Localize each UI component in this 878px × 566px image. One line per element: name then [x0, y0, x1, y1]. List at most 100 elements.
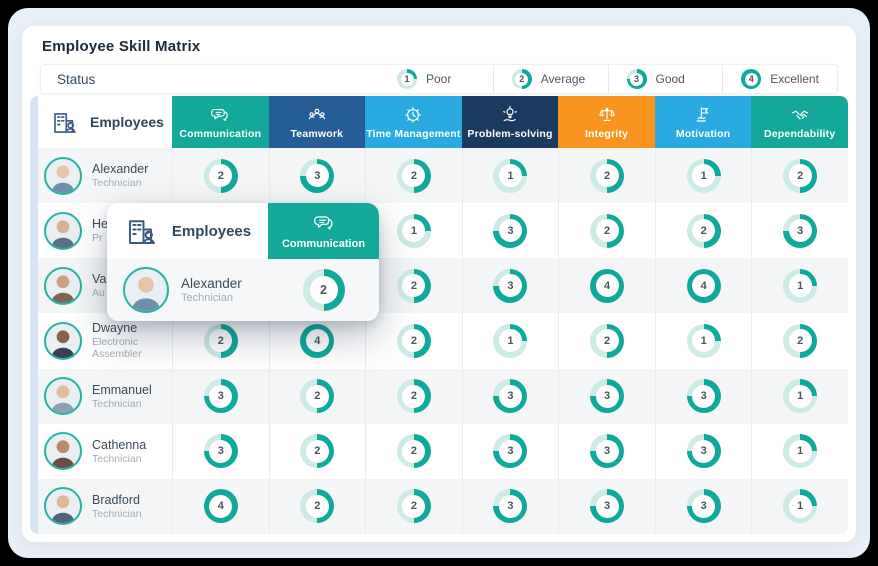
score-cell-he-motivation[interactable]: 2	[654, 203, 752, 259]
score-cell-alexander-communication[interactable]: 2	[172, 148, 269, 204]
column-header-integrity[interactable]: Integrity	[558, 96, 655, 148]
score-cell-emmanuel-teamwork[interactable]: 2	[268, 368, 366, 424]
score-ring: 3	[493, 268, 528, 303]
score-cell-bradford-motivation[interactable]: 3	[654, 478, 752, 534]
score-cell-cathenna-dependability[interactable]: 1	[751, 423, 848, 479]
score-cell-bradford-time-management[interactable]: 2	[365, 478, 462, 534]
score-value: 1	[400, 72, 414, 86]
score-cell-he-dependability[interactable]: 3	[751, 203, 848, 259]
score-cell-va-integrity[interactable]: 4	[558, 258, 655, 314]
score-ring: 1	[783, 268, 818, 303]
score-cell-he-problem-solving[interactable]: 3	[461, 203, 559, 259]
employee-cell-alexander[interactable]: Alexander Technician	[38, 148, 172, 204]
score-value: 1	[498, 164, 522, 188]
score-ring: 2	[511, 69, 532, 89]
score-ring: 3	[493, 489, 528, 524]
employee-identity: Emmanuel Technician	[92, 383, 152, 410]
column-header-time-management[interactable]: Time Management	[365, 96, 462, 148]
employees-header: Employees	[38, 96, 172, 148]
score-value: 1	[402, 219, 426, 243]
score-cell-bradford-problem-solving[interactable]: 3	[461, 478, 559, 534]
communication-icon	[210, 105, 230, 125]
score-cell-dwayne-time-management[interactable]: 2	[365, 313, 462, 369]
score-cell-va-problem-solving[interactable]: 3	[461, 258, 559, 314]
score-ring: 1	[493, 158, 528, 193]
score-cell-bradford-teamwork[interactable]: 2	[268, 478, 366, 534]
score-cell-bradford-integrity[interactable]: 3	[558, 478, 655, 534]
employee-name: Dwayne	[92, 321, 138, 336]
communication-icon	[313, 212, 335, 234]
avatar	[44, 487, 82, 526]
employee-cell-emmanuel[interactable]: Emmanuel Technician	[38, 368, 172, 424]
score-cell-cathenna-teamwork[interactable]: 2	[268, 423, 366, 479]
score-cell-alexander-motivation[interactable]: 1	[654, 148, 752, 204]
score-cell-alexander-integrity[interactable]: 2	[558, 148, 655, 204]
score-cell-va-dependability[interactable]: 1	[751, 258, 848, 314]
status-bar: Status 1 Poor 2 Average 3 Good 4 Excellent	[40, 64, 838, 94]
score-ring: 1	[783, 379, 818, 414]
score-cell-dwayne-communication[interactable]: 2	[172, 313, 269, 369]
score-ring: 2	[300, 434, 335, 469]
score-cell-he-integrity[interactable]: 2	[558, 203, 655, 259]
score-ring: 2	[396, 489, 431, 524]
column-header-dependability[interactable]: Dependability	[751, 96, 848, 148]
score-cell-va-motivation[interactable]: 4	[654, 258, 752, 314]
column-header-motivation[interactable]: Motivation	[654, 96, 752, 148]
score-cell-alexander-problem-solving[interactable]: 1	[461, 148, 559, 204]
employee-identity: Dwayne Electronic Assembler	[92, 321, 172, 360]
score-cell-alexander-dependability[interactable]: 2	[751, 148, 848, 204]
score-cell-emmanuel-integrity[interactable]: 3	[558, 368, 655, 424]
score-cell-va-time-management[interactable]: 2	[365, 258, 462, 314]
score-cell-cathenna-motivation[interactable]: 3	[654, 423, 752, 479]
score-value: 3	[498, 439, 522, 463]
score-ring: 3	[203, 434, 238, 469]
score-value: 4	[595, 274, 619, 298]
avatar	[44, 211, 82, 250]
column-header-label: Teamwork	[290, 127, 344, 140]
score-ring: 1	[686, 323, 721, 358]
score-cell-emmanuel-problem-solving[interactable]: 3	[461, 368, 559, 424]
score-cell-cathenna-time-management[interactable]: 2	[365, 423, 462, 479]
score-value: 3	[498, 384, 522, 408]
score-cell-cathenna-communication[interactable]: 3	[172, 423, 269, 479]
popup-employee-role: Technician	[181, 292, 233, 304]
score-value: 3	[692, 494, 716, 518]
employee-cell-bradford[interactable]: Bradford Technician	[38, 478, 172, 534]
score-cell-emmanuel-motivation[interactable]: 3	[654, 368, 752, 424]
score-cell-bradford-dependability[interactable]: 1	[751, 478, 848, 534]
score-cell-cathenna-integrity[interactable]: 3	[558, 423, 655, 479]
score-cell-cathenna-problem-solving[interactable]: 3	[461, 423, 559, 479]
score-cell-emmanuel-time-management[interactable]: 2	[365, 368, 462, 424]
status-label: Status	[57, 71, 96, 87]
score-value: 2	[402, 384, 426, 408]
score-value: 3	[209, 439, 233, 463]
popup-score-cell: 2	[268, 259, 379, 321]
score-value: 3	[498, 219, 522, 243]
score-cell-dwayne-teamwork[interactable]: 4	[268, 313, 366, 369]
score-value: 2	[692, 219, 716, 243]
avatar	[44, 266, 82, 305]
score-cell-dwayne-dependability[interactable]: 2	[751, 313, 848, 369]
score-cell-dwayne-integrity[interactable]: 2	[558, 313, 655, 369]
score-ring: 2	[396, 379, 431, 414]
column-header-problem-solving[interactable]: Problem-solving	[461, 96, 559, 148]
column-header-teamwork[interactable]: Teamwork	[268, 96, 366, 148]
employee-role: Technician	[92, 177, 142, 190]
score-cell-he-time-management[interactable]: 1	[365, 203, 462, 259]
employee-name: Va	[92, 272, 107, 287]
employee-cell-dwayne[interactable]: Dwayne Electronic Assembler	[38, 313, 172, 369]
score-cell-emmanuel-dependability[interactable]: 1	[751, 368, 848, 424]
avatar	[44, 377, 82, 416]
score-value: 1	[692, 164, 716, 188]
legend-label: Excellent	[770, 72, 819, 86]
score-cell-dwayne-motivation[interactable]: 1	[654, 313, 752, 369]
score-cell-dwayne-problem-solving[interactable]: 1	[461, 313, 559, 369]
score-cell-bradford-communication[interactable]: 4	[172, 478, 269, 534]
score-cell-alexander-teamwork[interactable]: 3	[268, 148, 366, 204]
column-header-communication[interactable]: Communication	[172, 96, 269, 148]
employee-cell-cathenna[interactable]: Cathenna Technician	[38, 423, 172, 479]
score-ring: 4	[590, 268, 625, 303]
score-value: 2	[402, 164, 426, 188]
score-cell-alexander-time-management[interactable]: 2	[365, 148, 462, 204]
score-cell-emmanuel-communication[interactable]: 3	[172, 368, 269, 424]
